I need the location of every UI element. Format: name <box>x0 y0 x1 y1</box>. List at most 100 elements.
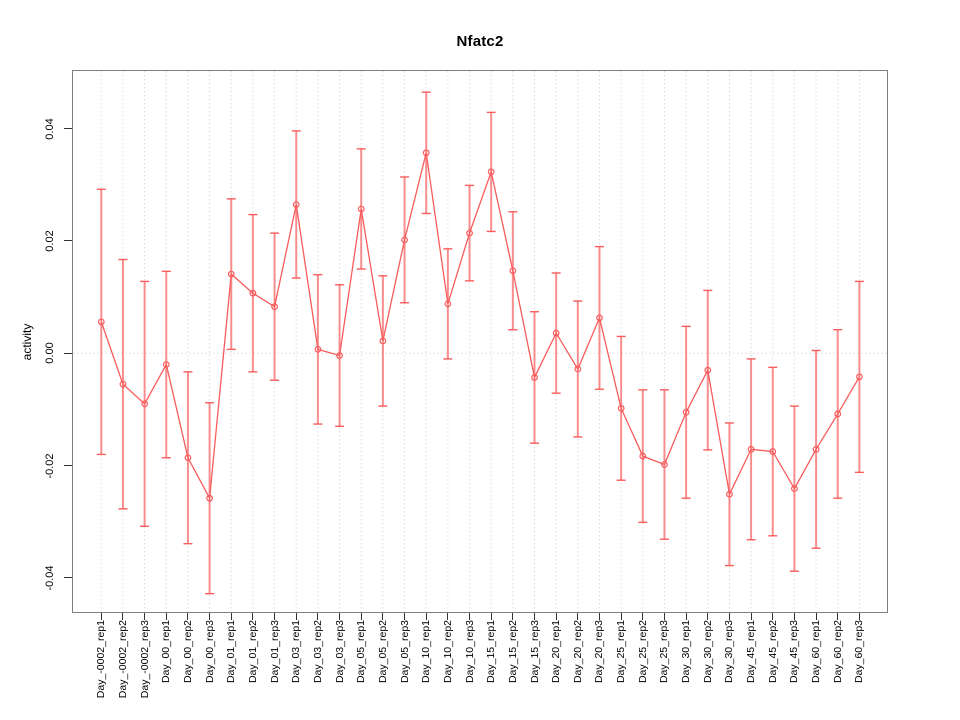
x-axis-tick-label: Day_15_rep1 <box>485 620 498 684</box>
y-axis-tick <box>64 240 72 242</box>
x-axis-tick-label: Day_-0002_rep2 <box>116 620 129 699</box>
y-axis-tick <box>64 352 72 354</box>
data-point-marker <box>184 454 192 462</box>
data-point-marker <box>726 490 733 498</box>
x-axis-tick <box>469 613 471 620</box>
data-point-marker <box>292 201 300 208</box>
x-axis-tick <box>209 613 211 620</box>
x-axis-tick-label: Day_00_rep2 <box>181 620 194 684</box>
x-axis-tick-label: Day_20_rep3 <box>593 620 606 684</box>
data-point-marker <box>97 318 105 326</box>
x-axis-tick-label: Day_30_rep2 <box>701 620 714 684</box>
x-axis-tick-label: Day_30_rep1 <box>680 620 693 684</box>
x-axis-tick <box>858 613 860 620</box>
x-axis-tick <box>122 613 124 620</box>
x-axis-tick-label: Day_60_rep1 <box>810 620 823 684</box>
y-axis-tick <box>64 465 72 467</box>
y-axis-tick <box>64 128 72 130</box>
chart-title: Nfatc2 <box>456 33 504 50</box>
x-axis-tick <box>187 613 189 620</box>
x-axis-tick <box>447 613 449 620</box>
data-point-marker <box>249 289 257 297</box>
x-axis-tick <box>404 613 406 620</box>
x-axis-tick <box>252 613 254 620</box>
data-point-marker <box>314 345 322 353</box>
data-point-marker <box>487 168 495 176</box>
data-point-marker <box>379 337 387 345</box>
data-point-marker <box>206 494 214 502</box>
x-axis-tick-label: Day_15_rep3 <box>528 620 541 684</box>
x-axis-tick-label: Day_01_rep1 <box>225 620 238 684</box>
x-axis-tick <box>144 613 146 620</box>
x-axis-tick-label: Day_25_rep2 <box>636 620 649 684</box>
data-point-marker <box>271 303 278 311</box>
data-point-marker <box>747 445 755 453</box>
data-point-marker <box>596 314 603 322</box>
x-axis-tick <box>360 613 362 620</box>
data-point-marker <box>574 365 582 373</box>
x-axis-tick-label: Day_15_rep2 <box>506 620 519 684</box>
x-axis-tick <box>685 613 687 620</box>
data-point-marker <box>791 485 798 493</box>
x-axis-tick <box>598 613 600 620</box>
data-point-marker <box>812 445 820 453</box>
x-axis-tick <box>707 613 709 620</box>
x-axis-tick-label: Day_00_rep3 <box>203 620 216 684</box>
data-point-marker <box>401 236 408 244</box>
x-axis-tick-label: Day_-0002_rep1 <box>95 620 108 699</box>
data-point-marker <box>336 352 343 359</box>
y-axis-tick-label: 0.00 <box>44 342 56 365</box>
data-point-marker <box>357 205 365 213</box>
x-axis-tick <box>274 613 276 620</box>
x-axis-tick <box>339 613 341 620</box>
x-axis-tick <box>620 613 622 620</box>
x-axis-tick <box>772 613 774 620</box>
x-axis-tick <box>750 613 752 620</box>
x-axis-tick <box>642 613 644 620</box>
x-axis-tick <box>728 613 730 620</box>
data-point-marker <box>661 461 668 468</box>
x-axis-tick <box>577 613 579 620</box>
data-point-marker <box>704 366 712 374</box>
x-axis-tick-label: Day_45_rep3 <box>788 620 801 684</box>
x-axis-tick <box>837 613 839 620</box>
x-axis-tick-label: Day_20_rep2 <box>571 620 584 684</box>
x-axis-tick-label: Day_20_rep1 <box>550 620 563 684</box>
y-axis-tick-label: 0.04 <box>44 117 56 140</box>
x-axis-tick-label: Day_45_rep1 <box>745 620 758 684</box>
data-point-marker <box>531 374 538 381</box>
x-axis-tick <box>382 613 384 620</box>
data-point-marker <box>834 410 842 418</box>
data-point-marker <box>682 408 690 416</box>
x-axis-tick <box>793 613 795 620</box>
x-axis-tick <box>815 613 817 620</box>
data-point-marker <box>639 452 647 460</box>
x-axis-tick-label: Day_60_rep3 <box>853 620 866 684</box>
x-axis-tick-label: Day_03_rep3 <box>333 620 346 684</box>
series-line <box>100 152 860 501</box>
x-axis-tick-label: Day_05_rep2 <box>376 620 389 684</box>
data-point-marker <box>119 380 127 388</box>
x-axis-tick-label: Day_01_rep3 <box>268 620 281 684</box>
x-axis-tick-label: Day_45_rep2 <box>766 620 779 684</box>
data-point-marker <box>227 270 235 278</box>
x-axis-tick-label: Day_30_rep3 <box>723 620 736 684</box>
x-axis-tick <box>534 613 535 620</box>
x-axis-tick-label: Day_03_rep2 <box>311 620 324 684</box>
x-axis-tick-label: Day_01_rep2 <box>246 620 259 684</box>
data-point-marker <box>856 373 863 381</box>
y-axis-tick-label: -0.04 <box>44 565 56 591</box>
x-axis-tick-label: Day_10_rep3 <box>463 620 476 684</box>
data-point-marker <box>509 267 517 275</box>
data-point-marker <box>617 404 625 412</box>
data-point-marker <box>769 448 777 455</box>
x-axis-tick-label: Day_00_rep1 <box>160 620 173 684</box>
x-axis-tick-label: Day_-0002_rep3 <box>138 620 151 699</box>
data-point-marker <box>466 229 473 237</box>
data-point-marker <box>141 400 149 408</box>
x-axis-tick <box>663 613 665 620</box>
data-point-marker <box>552 329 560 337</box>
x-axis-tick-label: Day_03_rep1 <box>290 620 303 684</box>
